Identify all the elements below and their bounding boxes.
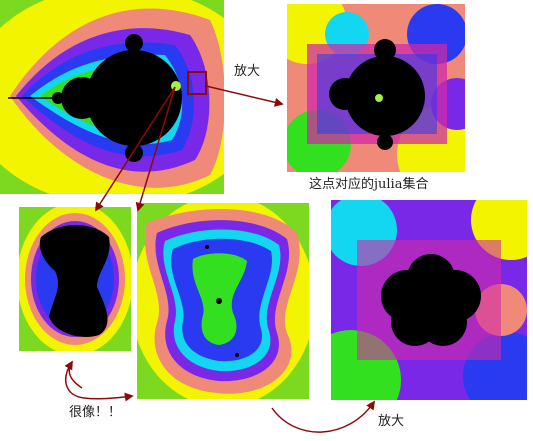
label-julia-caption: 这点对应的julia集合: [309, 177, 429, 192]
mandelbrot-panel: [0, 0, 224, 194]
julia-set-zoomed-image: [331, 200, 527, 400]
zoom-panel: [287, 4, 465, 172]
julia-set-small-image: [19, 207, 131, 351]
zoomed-mandelbrot-image: [287, 4, 465, 172]
julia-small-panel: [19, 207, 131, 351]
julia-medium-panel: [137, 203, 309, 399]
arrow-zoom-bottom: [271, 400, 376, 433]
arrow-similar: [65, 361, 134, 402]
mandelbrot-set-image: [0, 0, 224, 194]
label-zoom-top: 放大: [234, 64, 261, 79]
label-very-similar: 很像！！: [69, 405, 122, 420]
julia-zoom-panel: [331, 200, 527, 400]
julia-set-medium-image: [137, 203, 309, 399]
label-zoom-bottom: 放大: [378, 414, 405, 429]
arrow-similar-back: [64, 360, 83, 389]
